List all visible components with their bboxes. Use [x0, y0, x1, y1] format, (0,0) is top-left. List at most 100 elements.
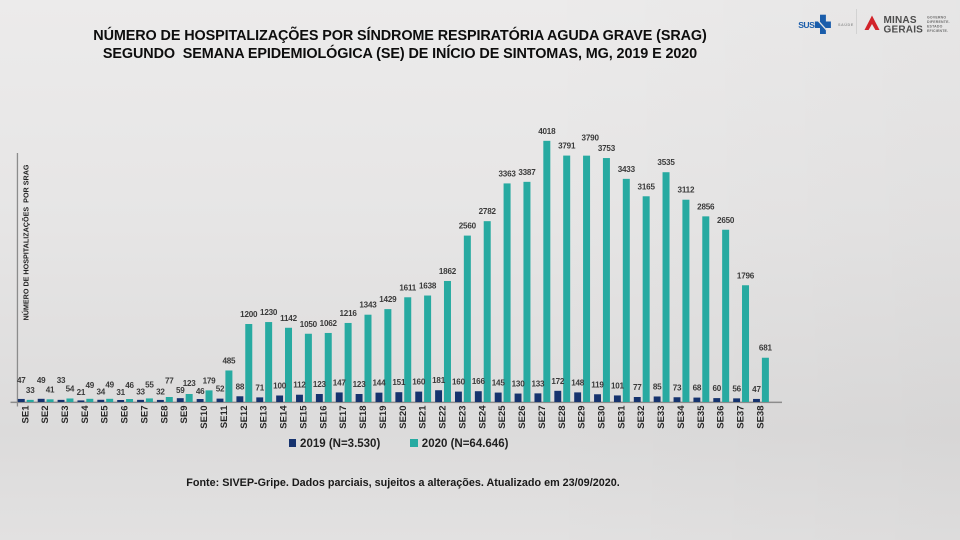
svg-text:SE25: SE25	[497, 405, 508, 429]
svg-text:SE32: SE32	[636, 406, 647, 429]
svg-text:SE29: SE29	[577, 406, 588, 429]
svg-text:47: 47	[752, 385, 761, 394]
svg-text:56: 56	[732, 384, 741, 393]
svg-text:1862: 1862	[439, 267, 457, 276]
svg-text:46: 46	[125, 381, 134, 390]
svg-text:3433: 3433	[618, 165, 636, 174]
svg-text:21: 21	[77, 388, 86, 397]
svg-text:SE2: SE2	[40, 406, 51, 424]
svg-text:147: 147	[333, 378, 347, 387]
svg-text:49: 49	[37, 376, 46, 385]
svg-text:SUS: SUS	[798, 20, 815, 30]
svg-text:GOVERNO: GOVERNO	[927, 16, 946, 20]
svg-text:151: 151	[392, 378, 406, 387]
svg-text:77: 77	[633, 383, 642, 392]
svg-text:EFICIENTE.: EFICIENTE.	[927, 29, 948, 33]
svg-text:SE24: SE24	[477, 405, 488, 429]
svg-text:52: 52	[216, 385, 225, 394]
svg-text:47: 47	[17, 376, 26, 385]
svg-text:172: 172	[551, 377, 565, 386]
svg-text:SE37: SE37	[736, 406, 747, 429]
svg-text:68: 68	[693, 384, 702, 393]
svg-text:148: 148	[571, 378, 585, 387]
svg-text:3363: 3363	[498, 169, 516, 178]
svg-text:681: 681	[759, 344, 773, 353]
svg-text:SE4: SE4	[80, 405, 91, 424]
svg-text:SE17: SE17	[338, 406, 349, 429]
svg-text:1142: 1142	[280, 314, 297, 323]
svg-text:SE31: SE31	[616, 405, 627, 429]
svg-text:SE8: SE8	[159, 406, 170, 424]
svg-text:SE38: SE38	[755, 406, 766, 429]
svg-text:SE14: SE14	[279, 405, 290, 429]
svg-text:71: 71	[255, 383, 264, 392]
svg-text:100: 100	[273, 382, 287, 391]
svg-text:123: 123	[183, 379, 197, 388]
svg-text:GERAIS: GERAIS	[884, 24, 924, 35]
svg-text:SE36: SE36	[716, 406, 727, 429]
svg-text:3790: 3790	[582, 134, 600, 143]
svg-text:85: 85	[653, 382, 662, 391]
svg-text:SE10: SE10	[199, 406, 210, 429]
svg-text:SE6: SE6	[120, 406, 131, 424]
svg-text:160: 160	[452, 378, 466, 387]
svg-text:SE3: SE3	[60, 406, 71, 424]
svg-text:3387: 3387	[518, 168, 536, 177]
svg-text:32: 32	[156, 388, 165, 397]
svg-text:4018: 4018	[538, 127, 556, 136]
svg-text:166: 166	[472, 377, 486, 386]
svg-text:485: 485	[222, 356, 236, 365]
svg-text:SE34: SE34	[676, 405, 687, 429]
svg-text:3791: 3791	[558, 142, 576, 151]
svg-text:54: 54	[66, 384, 75, 393]
svg-text:SE26: SE26	[517, 406, 528, 429]
svg-text:SE30: SE30	[596, 406, 607, 429]
svg-text:SE9: SE9	[179, 406, 190, 424]
svg-text:SE15: SE15	[298, 405, 309, 429]
svg-text:1200: 1200	[240, 310, 258, 319]
svg-text:DIFERENTE.: DIFERENTE.	[927, 20, 950, 24]
svg-text:2782: 2782	[479, 207, 497, 216]
svg-text:1796: 1796	[737, 271, 755, 280]
svg-text:77: 77	[165, 377, 174, 386]
svg-text:SE27: SE27	[537, 406, 548, 429]
svg-text:SE20: SE20	[398, 406, 409, 429]
svg-text:160: 160	[412, 378, 426, 387]
svg-text:33: 33	[26, 386, 35, 395]
svg-text:123: 123	[353, 380, 367, 389]
svg-text:1611: 1611	[399, 283, 416, 292]
svg-text:60: 60	[712, 384, 721, 393]
svg-text:SE13: SE13	[259, 406, 270, 429]
svg-text:SAÚDE: SAÚDE	[838, 22, 854, 27]
svg-text:41: 41	[46, 385, 55, 394]
svg-text:130: 130	[512, 380, 526, 389]
svg-text:73: 73	[673, 383, 682, 392]
svg-text:NÚMERO DE HOSPITALIZAÇÕES POR: NÚMERO DE HOSPITALIZAÇÕES POR SRAG	[21, 164, 30, 320]
svg-text:SE22: SE22	[438, 406, 449, 429]
svg-text:1638: 1638	[419, 282, 437, 291]
svg-text:49: 49	[105, 381, 114, 390]
svg-text:144: 144	[373, 379, 387, 388]
svg-text:1216: 1216	[340, 309, 358, 318]
svg-text:SE11: SE11	[219, 405, 230, 428]
svg-text:ESTADO: ESTADO	[927, 25, 943, 29]
svg-text:3112: 3112	[678, 186, 695, 195]
svg-text:1062: 1062	[320, 319, 338, 328]
svg-text:SE5: SE5	[100, 405, 111, 424]
svg-text:SE16: SE16	[318, 406, 329, 429]
svg-text:SE18: SE18	[358, 406, 369, 429]
svg-text:3753: 3753	[598, 144, 616, 153]
svg-text:145: 145	[492, 379, 506, 388]
svg-text:SE28: SE28	[557, 406, 568, 429]
svg-text:133: 133	[531, 379, 545, 388]
svg-text:SE19: SE19	[378, 406, 389, 429]
svg-text:33: 33	[136, 388, 145, 397]
svg-text:SE1: SE1	[20, 405, 31, 424]
svg-text:101: 101	[611, 381, 625, 390]
svg-text:34: 34	[96, 388, 105, 397]
svg-text:112: 112	[293, 381, 306, 390]
svg-text:2650: 2650	[717, 216, 735, 225]
svg-text:3535: 3535	[657, 158, 675, 167]
svg-text:SE12: SE12	[239, 406, 250, 429]
svg-text:SE33: SE33	[656, 406, 667, 429]
